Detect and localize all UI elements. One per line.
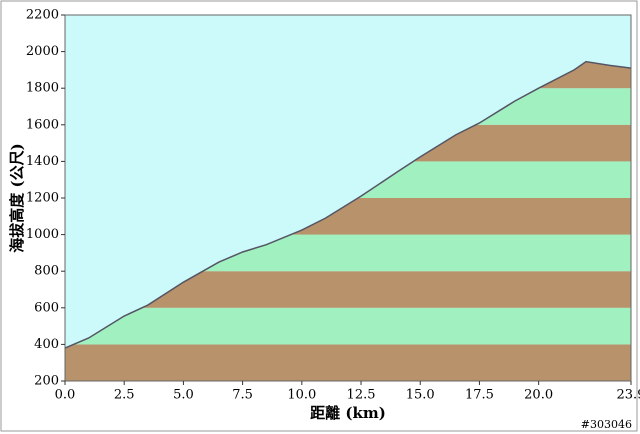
x-tick-label: 5.0 xyxy=(173,388,194,403)
y-tick-label: 2000 xyxy=(26,44,59,59)
x-tick-label: 17.5 xyxy=(465,388,494,403)
x-axis-label: 距離 (km) xyxy=(310,404,386,422)
x-tick-label: 7.5 xyxy=(232,388,253,403)
y-tick-label: 1400 xyxy=(26,154,59,169)
band xyxy=(65,307,631,345)
x-tick-label: 23.9 xyxy=(617,388,640,403)
x-tick-label: 15.0 xyxy=(406,388,435,403)
y-axis-label: 海拔高度 (公尺) xyxy=(8,143,26,252)
profile-line xyxy=(64,60,632,349)
x-tick-label: 0.0 xyxy=(55,388,76,403)
y-tick-label: 400 xyxy=(34,337,59,352)
x-tick-label: 12.5 xyxy=(347,388,376,403)
x-tick-label: 20.0 xyxy=(524,388,553,403)
y-tick-label: 1600 xyxy=(26,117,59,132)
y-tick-label: 200 xyxy=(34,374,59,389)
watermark: #303046 xyxy=(581,418,632,431)
band xyxy=(65,344,631,381)
y-tick-label: 1800 xyxy=(26,81,59,96)
y-tick-label: 1000 xyxy=(26,227,59,242)
x-tick-label: 2.5 xyxy=(114,388,135,403)
y-tick-label: 600 xyxy=(34,300,59,315)
y-tick-label: 2200 xyxy=(26,8,59,23)
y-tick-label: 800 xyxy=(34,264,59,279)
x-tick-label: 10.0 xyxy=(287,388,316,403)
y-tick-label: 1200 xyxy=(26,191,59,206)
